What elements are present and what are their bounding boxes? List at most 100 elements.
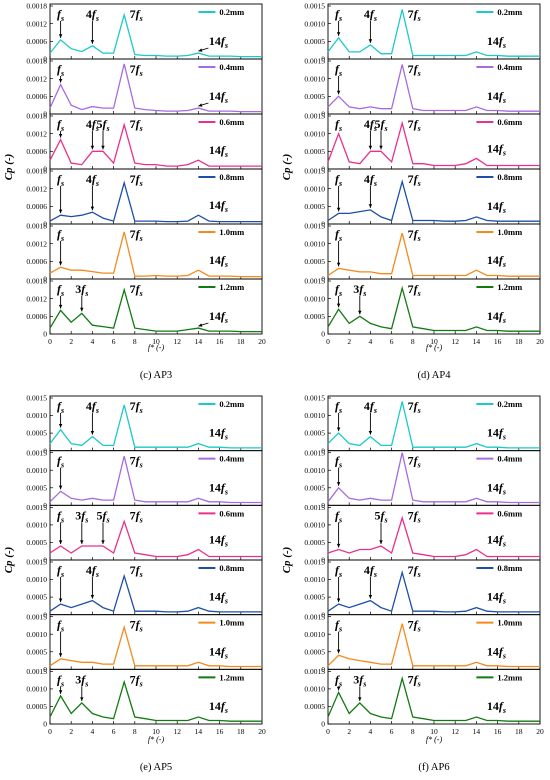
legend-label: 1.2mm xyxy=(497,282,522,292)
annotation-fs: fs xyxy=(57,454,64,470)
y-tick-label: 0 xyxy=(43,556,47,565)
arrow-head xyxy=(90,595,95,599)
panel-0.6mm: 0 0.0005 0.0010 0.0015 0.6mm fs 3fs 5fs 7fs 14fs xyxy=(26,503,263,565)
arrow-head xyxy=(336,686,341,691)
y-tick-label: 0.0005 xyxy=(304,147,325,156)
arrow-head xyxy=(368,431,373,435)
figure-caption: (e) AP5 xyxy=(140,762,172,773)
y-tick-label: 0 xyxy=(43,610,47,619)
annotation-7fs: 7fs xyxy=(408,117,421,133)
arrow-head xyxy=(379,145,383,150)
annotation-14fs: 14fs xyxy=(487,89,506,105)
annotation-14fs: 14fs xyxy=(209,590,228,606)
annotation-7fs: 7fs xyxy=(130,672,143,688)
x-tick-label: 18 xyxy=(237,337,245,346)
y-tick-label: 0.0006 xyxy=(26,202,47,211)
x-tick-label: 6 xyxy=(390,337,394,346)
y-tick-label: 0.0005 xyxy=(304,593,325,602)
y-tick-label: 0 xyxy=(321,446,325,455)
y-tick-label: 0.0015 xyxy=(26,394,47,403)
annotation-14fs: 14fs xyxy=(209,253,228,269)
annotation-fs: fs xyxy=(335,62,342,78)
y-tick-label: 0.0015 xyxy=(304,112,325,121)
y-tick-label: 0 xyxy=(43,446,47,455)
y-tick-label: 0 xyxy=(43,165,47,174)
annotation-fs: fs xyxy=(57,672,64,688)
y-tick-label: 0.0015 xyxy=(26,558,47,567)
annotation-7fs: 7fs xyxy=(408,508,421,524)
series-line xyxy=(49,624,262,668)
annotation-fs: fs xyxy=(335,399,342,415)
annotation-fs: fs xyxy=(335,282,342,298)
y-tick-label: 0.0012 xyxy=(26,239,47,248)
annotation-14fs: 14fs xyxy=(209,89,228,105)
legend-label: 0.8mm xyxy=(219,563,244,573)
annotation-4fs: 4fs xyxy=(86,563,99,579)
y-axis-label: Cp (-) xyxy=(3,154,15,181)
legend-label: 0.6mm xyxy=(497,508,522,518)
x-tick-label: 12 xyxy=(451,727,459,736)
y-tick-label: 0.0015 xyxy=(26,503,47,512)
y-tick-label: 0.0010 xyxy=(26,466,47,475)
y-tick-label: 0.0018 xyxy=(26,57,47,66)
series-line xyxy=(327,285,540,332)
y-tick-label: 0.0005 xyxy=(26,647,47,656)
legend-label: 0.4mm xyxy=(219,62,244,72)
y-tick-label: 0.0015 xyxy=(304,222,325,231)
arrow-head xyxy=(336,207,341,212)
y-tick-label: 0.0006 xyxy=(26,147,47,156)
y-tick-label: 0.0010 xyxy=(304,520,325,529)
y-tick-label: 0.0005 xyxy=(304,429,325,438)
annotation-fs: fs xyxy=(57,282,64,298)
panel-1.2mm: 0 0.0005 0.0010 0.0015 1.2mm fs 3fs 7fs 14fs xyxy=(26,667,263,729)
y-tick-label: 0.0010 xyxy=(304,129,325,138)
annotation-3fs: 3fs xyxy=(353,672,366,688)
series-line xyxy=(327,120,540,167)
y-tick-label: 0.0015 xyxy=(304,167,325,176)
series-line xyxy=(327,401,540,449)
x-tick-label: 12 xyxy=(451,337,459,346)
y-tick-label: 0.0010 xyxy=(26,411,47,420)
y-tick-label: 0 xyxy=(321,610,325,619)
y-tick-label: 0.0018 xyxy=(26,167,47,176)
legend-label: 0.4mm xyxy=(219,454,244,464)
x-tick-label: 8 xyxy=(411,337,415,346)
annotation-fs: fs xyxy=(57,399,64,415)
annotation-14fs: 14fs xyxy=(209,532,228,548)
y-tick-label: 0.0018 xyxy=(26,112,47,121)
annotation-14fs: 14fs xyxy=(487,34,506,50)
series-line xyxy=(49,12,262,58)
x-tick-label: 4 xyxy=(91,337,95,346)
x-tick-label: 2 xyxy=(347,337,351,346)
annotation-7fs: 7fs xyxy=(130,399,143,415)
arrow-head xyxy=(379,540,383,544)
panel-0.8mm: 0 0.0006 0.0012 0.0018 0.8mm fs 4fs 7fs 14fs xyxy=(26,167,263,229)
x-tick-label: 10 xyxy=(152,337,160,346)
arrow-head xyxy=(336,543,341,548)
figure-caption: (f) AP6 xyxy=(418,762,449,773)
x-tick-label: 18 xyxy=(237,727,245,736)
arrow-head xyxy=(58,133,63,138)
x-tick-label: 0 xyxy=(48,727,52,736)
arrow-head xyxy=(336,427,341,432)
y-tick-label: 0.0006 xyxy=(26,37,47,46)
annotation-fs: fs xyxy=(57,508,64,524)
series-line xyxy=(327,232,540,277)
arrow-head xyxy=(58,304,63,309)
panel-0.2mm: 0 0.0005 0.0010 0.0015 0.2mm fs 4fs 7fs 14fs xyxy=(304,2,541,64)
panel-1.0mm: 0 0.0005 0.0010 0.0015 1.0mm fs 7fs 14fs xyxy=(304,612,541,674)
x-tick-label: 16 xyxy=(216,337,224,346)
annotation-5fs: 5fs xyxy=(374,117,387,133)
y-tick-label: 0.0015 xyxy=(304,394,325,403)
legend-label: 0.2mm xyxy=(219,7,244,17)
figure-caption: (c) AP3 xyxy=(140,370,172,381)
x-tick-label: 10 xyxy=(152,727,160,736)
arrow-head xyxy=(58,34,63,38)
y-tick-label: 0 xyxy=(43,665,47,674)
panel-0.8mm: 0 0.0005 0.0010 0.0015 0.8mm fs 4fs 7fs 14fs xyxy=(26,558,263,619)
annotation-fs: fs xyxy=(57,227,64,243)
series-line xyxy=(327,452,540,504)
